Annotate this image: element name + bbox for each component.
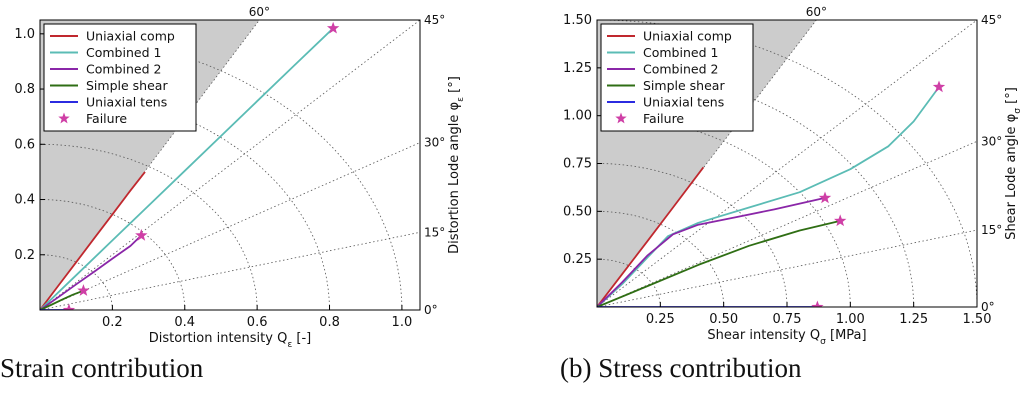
- y-tick-label: 0.4: [14, 193, 35, 208]
- y-tick-label: 1.0: [14, 27, 35, 42]
- x-tick-label: 1.00: [836, 312, 865, 327]
- failure-marker-combined-2: [819, 191, 831, 203]
- angle-axis-label: Shear Lode angle φσ [°]: [1004, 87, 1023, 240]
- angle-tick-label: 45°: [981, 13, 1002, 27]
- angle-tick-label: 60°: [249, 5, 270, 19]
- legend-label-combined-2: Combined 2: [86, 62, 161, 77]
- failure-marker-combined-1: [933, 80, 945, 92]
- x-tick-label: 1.25: [899, 312, 928, 327]
- caption-stress: (b) Stress contribution: [560, 353, 801, 384]
- x-tick-label: 1.50: [963, 312, 992, 327]
- y-tick-label: 0.50: [563, 204, 592, 219]
- legend-label-uniaxial-tens: Uniaxial tens: [643, 95, 724, 110]
- legend-label-uniaxial-comp: Uniaxial comp: [643, 29, 732, 44]
- legend-label-combined-1: Combined 1: [643, 45, 718, 60]
- x-axis-label: Distortion intensity Qε [-]: [149, 331, 311, 350]
- failure-marker-uniaxial-tens: [811, 301, 823, 313]
- angle-tick-label: 60°: [806, 5, 827, 19]
- y-tick-label: 1.50: [563, 13, 592, 28]
- angle-tick-label: 15°: [424, 225, 445, 239]
- legend-label-combined-1: Combined 1: [86, 45, 161, 60]
- y-tick-label: 0.8: [14, 82, 35, 97]
- y-tick-label: 0.75: [563, 157, 592, 172]
- angle-tick-label: 15°: [981, 223, 1002, 237]
- legend-label-failure: Failure: [643, 111, 684, 126]
- angle-tick-label: 0°: [981, 300, 995, 314]
- strain-polar-chart: 0.2 0.4 0.6 0.8 1.0 0.2 0.4 0.6 0.8 1.0 0° 15° 30° 45…: [14, 0, 1023, 350]
- legend-label-uniaxial-tens: Uniaxial tens: [86, 95, 167, 110]
- angle-axis-label: Distortion Lode angle φε [°]: [447, 76, 466, 254]
- x-tick-label: 0.8: [319, 315, 340, 330]
- x-tick-label: 0.25: [646, 312, 675, 327]
- x-tick-label: 0.50: [709, 312, 738, 327]
- legend-label-failure: Failure: [86, 111, 127, 126]
- x-tick-label: 0.4: [174, 315, 195, 330]
- failure-marker-simple-shear: [77, 284, 89, 296]
- y-tick-label: 0.6: [14, 137, 35, 152]
- angle-tick-label: 45°: [424, 13, 445, 27]
- y-tick-label: 1.00: [563, 109, 592, 124]
- legend-label-simple-shear: Simple shear: [86, 78, 168, 93]
- angle-tick-label: 0°: [424, 303, 438, 317]
- failure-marker-simple-shear: [834, 214, 846, 226]
- x-tick-label: 0.6: [247, 315, 268, 330]
- y-tick-label: 0.2: [14, 248, 35, 263]
- x-axis-label: Shear intensity Qσ [MPa]: [707, 328, 866, 347]
- x-tick-label: 0.75: [773, 312, 802, 327]
- x-tick-label: 1.0: [392, 315, 413, 330]
- stress-polar-chart: 0.25 0.50 0.75 1.00 1.25 1.50 0.25 0.50 0.75 1.00…: [563, 0, 1023, 347]
- legend-label-combined-2: Combined 2: [643, 62, 718, 77]
- y-tick-label: 1.25: [563, 61, 592, 76]
- y-tick-label: 0.25: [563, 252, 592, 267]
- legend-label-simple-shear: Simple shear: [643, 78, 725, 93]
- angle-tick-label: 30°: [424, 136, 445, 150]
- angle-tick-label: 30°: [981, 134, 1002, 148]
- x-tick-label: 0.2: [102, 315, 123, 330]
- caption-strain: Strain contribution: [0, 353, 203, 384]
- legend-label-uniaxial-comp: Uniaxial comp: [86, 29, 175, 44]
